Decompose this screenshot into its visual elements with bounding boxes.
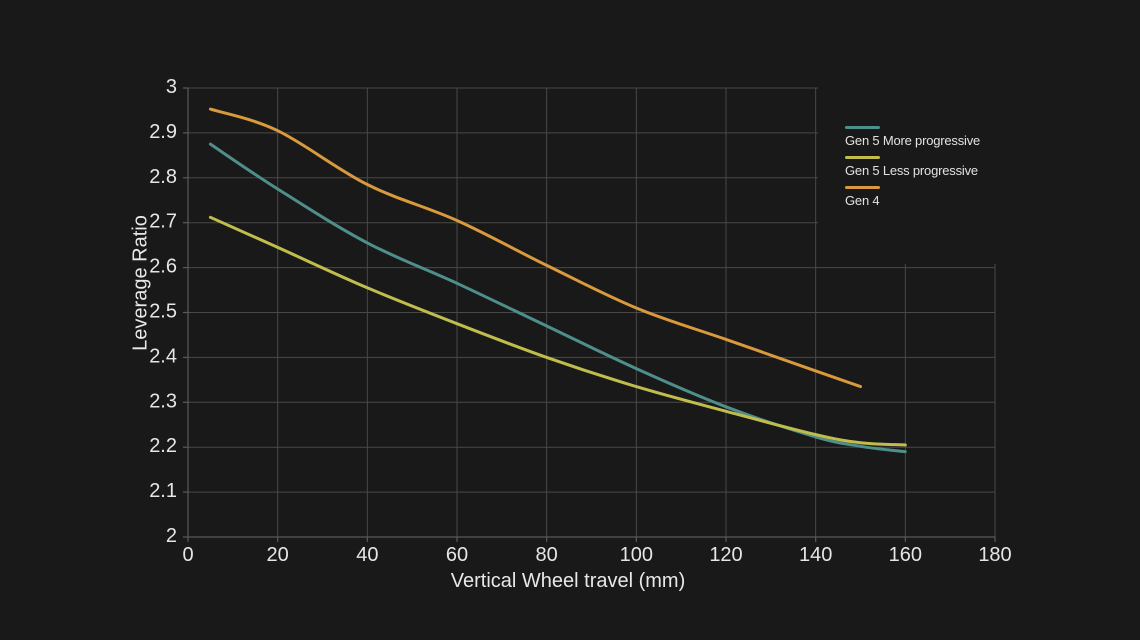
x-tick-label: 0 xyxy=(182,544,193,566)
series-line-gen-5-less-progressive xyxy=(208,215,907,447)
y-tick-label: 2.9 xyxy=(149,121,177,143)
x-tick-label: 120 xyxy=(709,544,742,566)
x-tick-label: 40 xyxy=(356,544,378,566)
y-tick-label: 2.4 xyxy=(149,345,177,367)
x-tick-label: 20 xyxy=(267,544,289,566)
y-tick-label: 2.5 xyxy=(149,301,177,323)
y-tick-label: 2.7 xyxy=(149,211,177,233)
axes xyxy=(183,87,996,542)
y-tick-label: 3 xyxy=(166,76,177,98)
legend: Gen 5 More progressive Gen 5 Less progre… xyxy=(845,126,980,216)
legend-label: Gen 4 xyxy=(845,193,880,208)
legend-swatch-icon xyxy=(845,126,880,129)
legend-swatch-icon xyxy=(845,156,880,159)
legend-item-gen4: Gen 4 xyxy=(845,186,980,208)
x-tick-label: 180 xyxy=(978,544,1011,566)
legend-label: Gen 5 Less progressive xyxy=(845,163,978,178)
tick-labels: 0 20 40 60 80 100 120 140 160 180 2 2.1 2.2 2.3 2.4 2.5… xyxy=(149,76,1012,566)
legend-label: Gen 5 More progressive xyxy=(845,133,981,148)
y-axis-title: Leverage Ratio xyxy=(129,215,152,351)
y-tick-label: 2.2 xyxy=(149,435,177,457)
series-line-gen-5-more-progressive xyxy=(208,142,907,454)
x-tick-label: 140 xyxy=(799,544,832,566)
legend-swatch-icon xyxy=(845,186,880,189)
y-tick-label: 2.1 xyxy=(149,480,177,502)
x-tick-label: 80 xyxy=(536,544,558,566)
legend-backdrop xyxy=(818,76,1140,264)
y-tick-label: 2 xyxy=(166,525,177,547)
legend-item-gen5-less-progressive: Gen 5 Less progressive xyxy=(845,156,980,178)
legend-item-gen5-more-progressive: Gen 5 More progressive xyxy=(845,126,980,148)
x-tick-label: 60 xyxy=(446,544,468,566)
x-tick-label: 160 xyxy=(889,544,922,566)
x-axis-title: Vertical Wheel travel (mm) xyxy=(450,570,686,592)
y-tick-label: 2.8 xyxy=(149,166,177,188)
series-line-gen-4 xyxy=(208,107,862,389)
x-tick-label: 100 xyxy=(620,544,653,566)
y-tick-label: 2.3 xyxy=(149,390,177,412)
y-tick-label: 2.6 xyxy=(149,256,177,278)
